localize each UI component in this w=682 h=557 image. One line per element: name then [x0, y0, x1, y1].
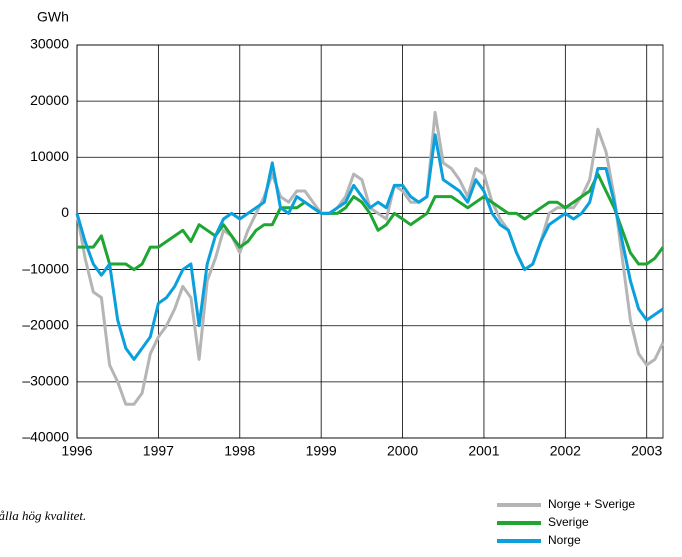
y-tick-label: –40000 — [22, 429, 69, 445]
y-tick-label: 0 — [61, 204, 69, 220]
legend-label: Sverige — [548, 515, 589, 529]
y-tick-label: –10000 — [22, 260, 69, 276]
y-tick-label: –20000 — [22, 316, 69, 332]
series-line — [75, 133, 664, 361]
legend-label: Norge — [548, 533, 581, 547]
series-line — [77, 172, 665, 272]
y-axis-label: GWh — [37, 9, 69, 25]
plot-frame — [76, 44, 664, 439]
x-tick-label: 2000 — [387, 443, 418, 459]
x-tick-label: 1997 — [143, 443, 174, 459]
y-tick-label: 20000 — [30, 92, 69, 108]
x-tick-label: 1998 — [224, 443, 255, 459]
y-tick-label: –30000 — [22, 373, 69, 389]
x-tick-label: 2003 — [631, 443, 662, 459]
y-tick-label: 30000 — [30, 36, 69, 52]
y-tick-label: 10000 — [30, 148, 69, 164]
x-tick-label: 2001 — [468, 443, 499, 459]
series-line — [75, 110, 665, 406]
x-tick-label: 1999 — [306, 443, 337, 459]
x-tick-label: 2002 — [550, 443, 581, 459]
x-tick-label: 1996 — [61, 443, 92, 459]
caption: uålla hög kvalitet. — [0, 508, 86, 523]
legend-label: Norge + Sverige — [548, 497, 635, 511]
